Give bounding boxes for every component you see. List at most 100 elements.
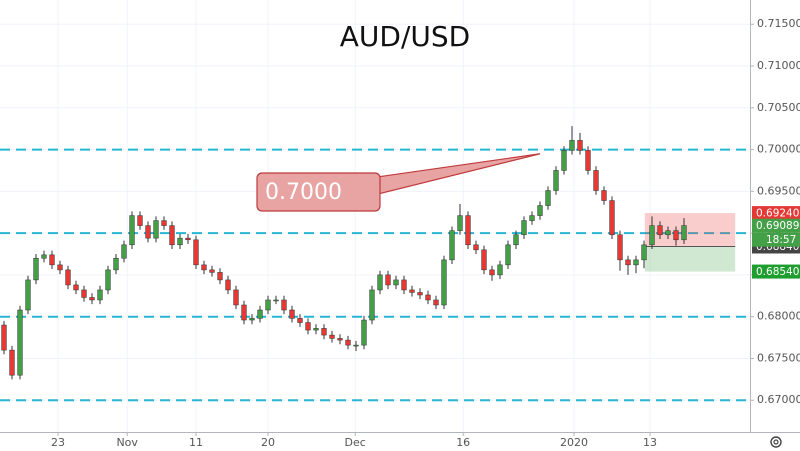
x-tick-label: 23 bbox=[51, 436, 65, 449]
candle-body bbox=[249, 318, 255, 321]
candle-body bbox=[633, 259, 639, 266]
candle-body bbox=[337, 338, 343, 341]
candle-body bbox=[89, 297, 95, 301]
candle-body bbox=[105, 269, 111, 291]
candle-body bbox=[257, 309, 263, 319]
chart-title: AUD/USD bbox=[340, 20, 470, 53]
candle-body bbox=[345, 339, 351, 346]
candle-body bbox=[433, 299, 439, 306]
candle-body bbox=[241, 304, 247, 321]
candle-body bbox=[161, 220, 167, 226]
candle-body bbox=[409, 289, 415, 293]
candle-body bbox=[177, 237, 183, 246]
candle-body bbox=[513, 234, 519, 246]
y-tick-label: 0.67500 bbox=[757, 351, 800, 364]
candle-body bbox=[393, 279, 399, 286]
countdown: 18:57 bbox=[766, 234, 796, 246]
candle-body bbox=[153, 220, 159, 239]
x-tick-label: 16 bbox=[456, 436, 470, 449]
candle-body bbox=[441, 259, 447, 306]
candle-body bbox=[553, 170, 559, 191]
candle-body bbox=[233, 289, 239, 306]
candle-body bbox=[369, 289, 375, 321]
candle-body bbox=[545, 190, 551, 206]
candle-body bbox=[529, 215, 535, 221]
callout-box bbox=[256, 172, 381, 212]
candle-body bbox=[561, 150, 567, 171]
candle-body bbox=[41, 254, 47, 259]
candle-body bbox=[465, 215, 471, 246]
y-tick-label: 0.67000 bbox=[757, 393, 800, 406]
candle-body bbox=[353, 344, 359, 347]
candle-body bbox=[577, 140, 583, 151]
candle-body bbox=[473, 244, 479, 251]
candle-body bbox=[121, 244, 127, 259]
candle-body bbox=[217, 272, 223, 281]
candle-body bbox=[593, 170, 599, 191]
candle-body bbox=[1, 324, 7, 351]
candles bbox=[1, 126, 687, 380]
y-tick-label: 0.70000 bbox=[757, 143, 800, 156]
countdown-box bbox=[752, 232, 800, 247]
y-tick-label: 0.68000 bbox=[757, 310, 800, 323]
candle-body bbox=[449, 230, 455, 261]
candle-body bbox=[569, 140, 575, 151]
levels bbox=[0, 148, 750, 402]
x-tick-label: 2020 bbox=[560, 436, 588, 449]
candle-body bbox=[457, 215, 463, 231]
candle-body bbox=[25, 279, 31, 311]
candle-body bbox=[225, 279, 231, 291]
candle-body bbox=[81, 289, 87, 298]
candle-body bbox=[297, 318, 303, 323]
y-tick-label: 0.71500 bbox=[757, 17, 800, 30]
candle-body bbox=[609, 200, 615, 236]
x-tick-label: 13 bbox=[643, 436, 657, 449]
candle-body bbox=[681, 225, 687, 241]
candle-body bbox=[641, 244, 647, 261]
target-zone bbox=[644, 246, 736, 272]
candle-body bbox=[185, 237, 191, 241]
candle-body bbox=[209, 269, 215, 273]
candle-body bbox=[649, 225, 655, 246]
candle-body bbox=[321, 328, 327, 336]
price-label-box bbox=[752, 218, 800, 233]
candle-body bbox=[377, 274, 383, 291]
candle-body bbox=[601, 190, 607, 201]
settings-icon[interactable] bbox=[770, 436, 782, 448]
candle-body bbox=[657, 225, 663, 236]
candle-body bbox=[329, 334, 335, 339]
candle-body bbox=[201, 264, 207, 271]
candle-body bbox=[481, 249, 487, 271]
candle-body bbox=[265, 299, 271, 311]
x-tick-label: 20 bbox=[261, 436, 275, 449]
callout-text: 0.7000 bbox=[265, 180, 342, 205]
candle-body bbox=[97, 289, 103, 301]
candle-body bbox=[665, 230, 671, 236]
candle-body bbox=[497, 264, 503, 276]
axes: 0.670000.675000.680000.685000.690000.695… bbox=[51, 17, 800, 449]
candle-body bbox=[129, 215, 135, 246]
gear-hub bbox=[773, 439, 779, 445]
candle-body bbox=[169, 225, 175, 246]
price-label: 0.68540 bbox=[756, 266, 799, 278]
position-zones bbox=[644, 213, 736, 272]
x-tick-label: Nov bbox=[116, 436, 138, 449]
candle-body bbox=[585, 150, 591, 171]
candle-body bbox=[385, 274, 391, 286]
price-label-box bbox=[752, 264, 800, 279]
candle-body bbox=[145, 225, 151, 239]
candle-body bbox=[289, 309, 295, 319]
annotation: 0.7000 bbox=[256, 153, 541, 212]
candle-body bbox=[673, 230, 679, 241]
x-tick-label: 11 bbox=[189, 436, 203, 449]
candle-body bbox=[305, 322, 311, 331]
candle-body bbox=[17, 309, 23, 376]
candle-body bbox=[137, 215, 143, 226]
candle-body bbox=[505, 244, 511, 266]
price-label-box bbox=[752, 206, 800, 221]
y-tick-label: 0.70500 bbox=[757, 101, 800, 114]
price-label: 0.69240 bbox=[756, 208, 799, 220]
candle-body bbox=[521, 220, 527, 236]
